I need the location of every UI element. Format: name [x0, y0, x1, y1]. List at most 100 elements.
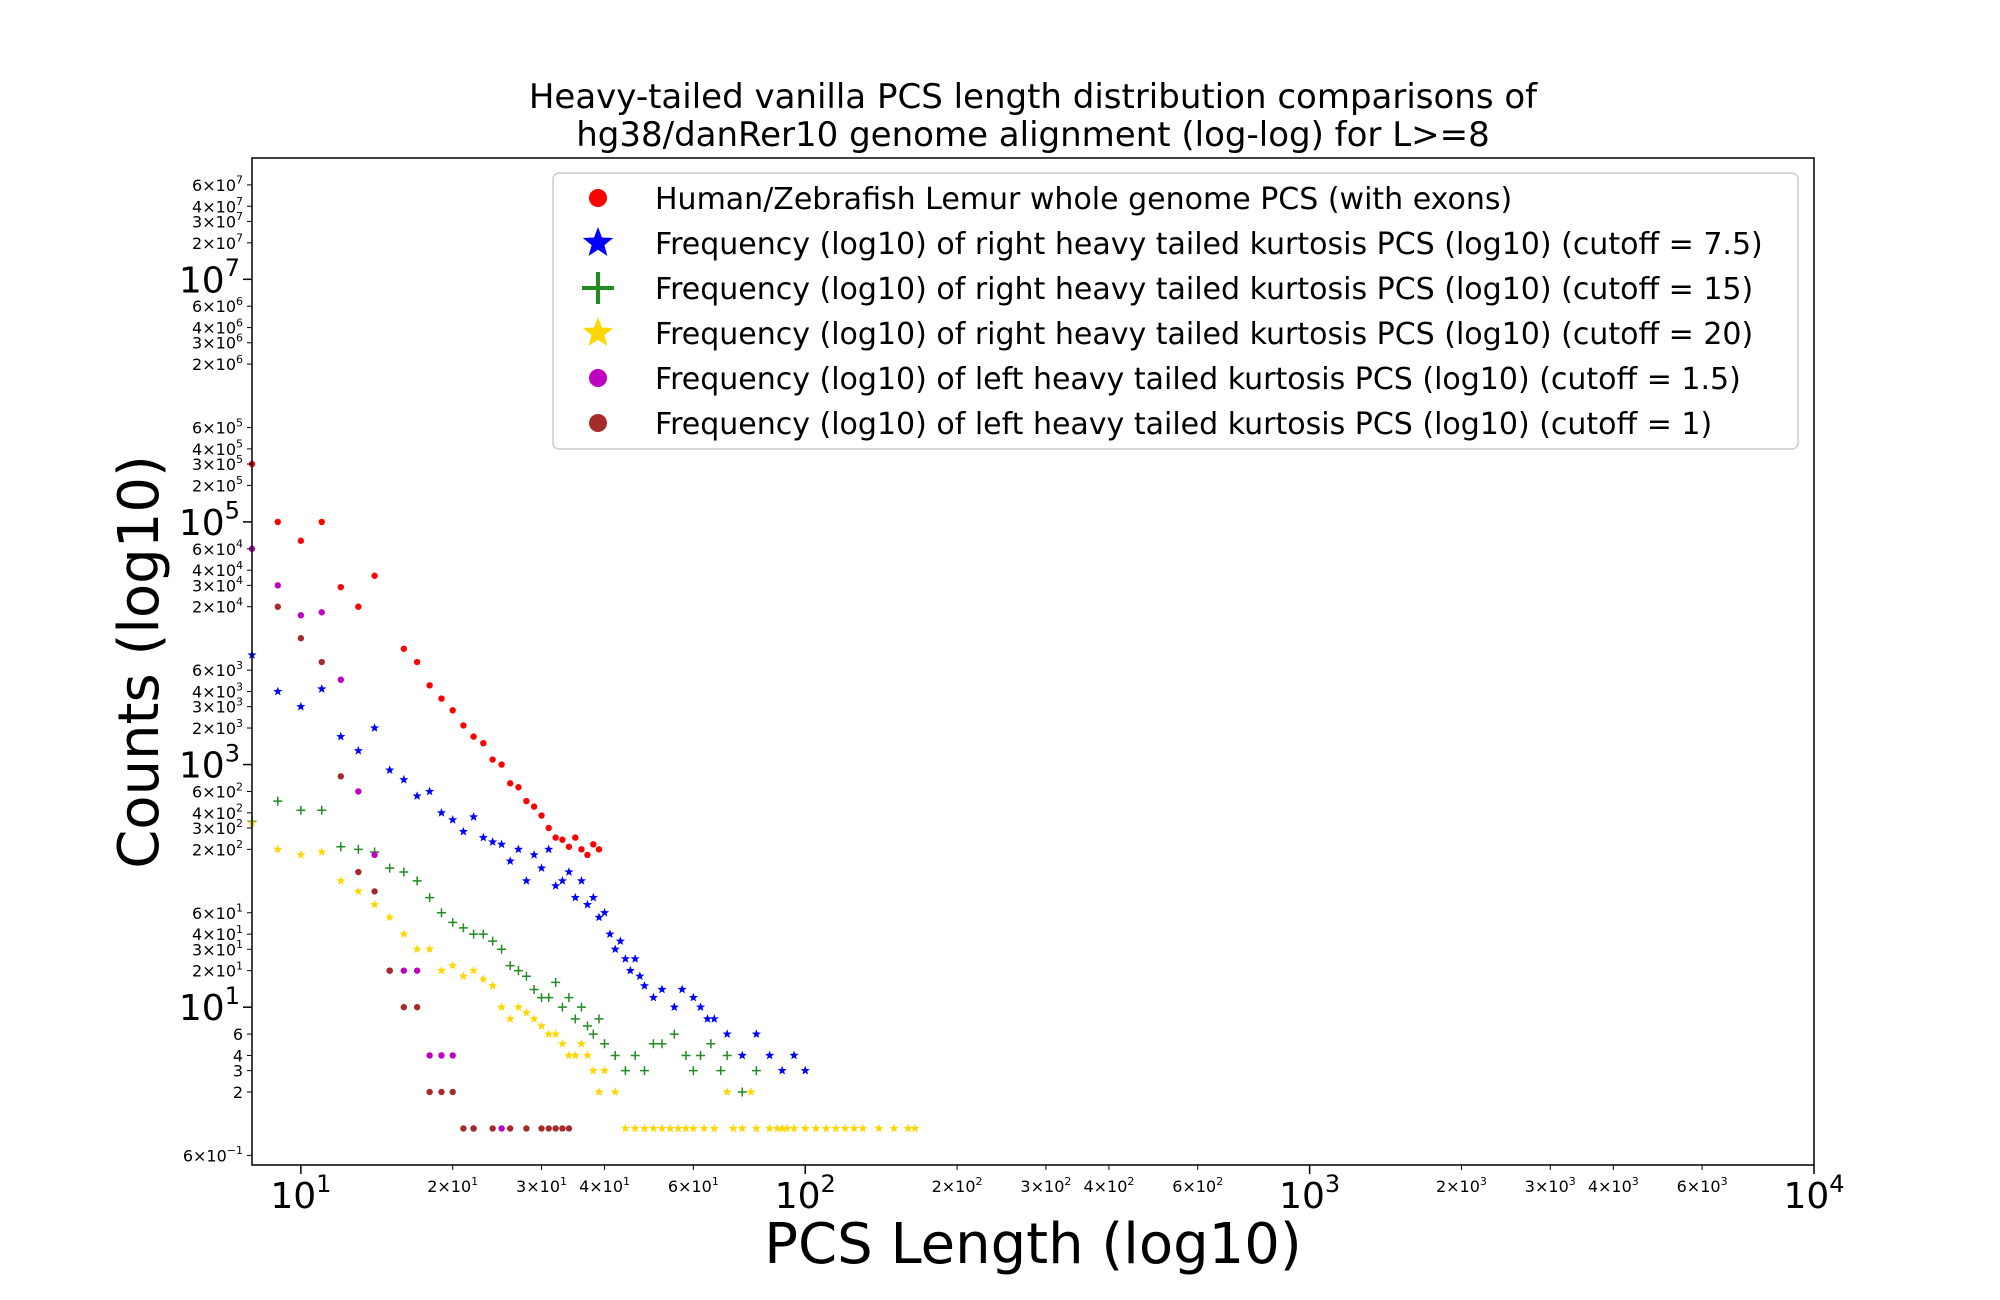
series-2-point: [695, 1002, 706, 1012]
series-4-point: [610, 1087, 620, 1096]
x-axis: 101 102 103 104 2×101 3×101 4×101 6×101 2×102 3×1…: [270, 1165, 1845, 1217]
series-2-point: [399, 774, 409, 784]
series-2-point: [296, 701, 306, 711]
series-1-point: [318, 518, 325, 526]
chart-title-line-2: hg38/danRer10 genome alignment (log-log)…: [576, 115, 1490, 155]
series-4-point: [436, 965, 447, 975]
series-4-point: [594, 1087, 604, 1096]
series-2-point: [469, 812, 479, 821]
series-2-point: [317, 684, 327, 693]
y-major-tick-label: 101: [179, 982, 240, 1029]
series-4-point: [657, 1123, 667, 1133]
series-2-point: [648, 992, 658, 1002]
series-3-point: [436, 908, 446, 918]
series-4-point: [800, 1123, 810, 1133]
series-3-point: [657, 1039, 667, 1049]
x-major-tick-label: 102: [775, 1170, 836, 1217]
x-major-tick-label: 103: [1279, 1170, 1340, 1217]
series-4-point: [751, 1123, 761, 1133]
series-2-point: [610, 944, 620, 954]
series-4-point: [858, 1123, 868, 1133]
series-6-point: [449, 1088, 456, 1096]
series-2-point: [599, 907, 610, 917]
series-4-point: [296, 850, 306, 859]
series-2-point: [497, 839, 507, 849]
series-4-point: [399, 929, 409, 939]
series-5-point: [297, 612, 305, 619]
series-1-point: [565, 843, 573, 850]
legend-marker-1: [589, 189, 607, 207]
series-2-point: [677, 984, 687, 994]
y-minor-tick-label: 6×103: [192, 659, 243, 680]
series-6-point: [559, 1125, 566, 1132]
series-2-point: [777, 1065, 787, 1075]
series-3-point: [610, 1050, 620, 1060]
series-2-point: [488, 837, 498, 846]
series-2-point: [800, 1065, 810, 1075]
series-6-point: [297, 635, 305, 642]
series-4-point: [505, 1014, 515, 1023]
series-6-point: [506, 1125, 514, 1132]
series-3-point: [513, 966, 523, 976]
series-1-point: [489, 756, 496, 763]
y-minor-tick-label: 3×101: [192, 938, 243, 959]
series-1-point: [498, 761, 505, 768]
series-4-point: [737, 1123, 747, 1133]
series-4-point: [576, 1038, 587, 1048]
y-minor-tick-label: 4×106: [192, 316, 243, 337]
series-3-point: [488, 936, 498, 946]
series-4-point: [370, 899, 380, 909]
series-6-point: [371, 888, 378, 895]
y-minor-tick-label: 4: [233, 1046, 243, 1065]
series-6-point: [400, 1003, 408, 1011]
series-2-point: [751, 1029, 761, 1038]
series-4-point: [385, 912, 395, 922]
series-6-point: [460, 1125, 467, 1132]
series-2-point: [620, 954, 630, 963]
legend: Human/Zebrafish Lemur whole genome PCS (…: [552, 172, 1799, 450]
series-4-point: [765, 1123, 775, 1133]
series-3-point: [706, 1039, 716, 1049]
series-1-point: [538, 812, 545, 819]
series-2-point: [336, 731, 346, 741]
series-6-point: [565, 1125, 573, 1132]
series-3-point: [639, 1066, 649, 1076]
series-4-point: [488, 981, 498, 990]
series-2-point: [273, 686, 283, 696]
y-axis: 1011031051076×10−123462×1013×1014×1016×1…: [179, 174, 252, 1165]
y-axis-label: Counts (log10): [107, 455, 172, 869]
y-minor-tick-label: 3×102: [192, 817, 243, 838]
series-4-point: [728, 1123, 738, 1133]
series-1-point: [426, 682, 433, 689]
series-2-point: [385, 765, 395, 774]
series-2-point: [521, 876, 531, 885]
chart-title-line-1: Heavy-tailed vanilla PCS length distribu…: [529, 77, 1538, 117]
series-1-point: [590, 841, 597, 848]
series-4-point: [699, 1123, 709, 1133]
series-4-point: [588, 1065, 598, 1075]
series-3-point: [751, 1066, 761, 1076]
series-4-point: [544, 1029, 554, 1038]
series-2-point: [353, 745, 363, 755]
series-1-point: [572, 834, 579, 841]
series-4-point: [497, 1002, 507, 1012]
legend-marker-4: [582, 317, 614, 346]
series-5-point: [438, 1052, 445, 1059]
series-3-point: [469, 929, 479, 939]
series-1-point: [506, 780, 514, 787]
series-3-point: [630, 1050, 640, 1060]
y-minor-tick-label: 2×104: [192, 596, 243, 617]
series-3-point: [497, 944, 507, 954]
series-4-point: [648, 1123, 658, 1133]
series-1-point: [559, 836, 566, 843]
series-2-point: [412, 791, 422, 800]
legend-marker-6: [589, 414, 607, 432]
series-3-point: [648, 1039, 658, 1049]
series-2-point: [669, 1002, 679, 1012]
series-2-point: [625, 965, 635, 975]
series-4-point: [903, 1123, 913, 1133]
series-6-point: [274, 603, 281, 610]
series-4-point: [910, 1123, 920, 1133]
series-3-point: [688, 1066, 698, 1076]
series-1-point: [584, 851, 591, 859]
